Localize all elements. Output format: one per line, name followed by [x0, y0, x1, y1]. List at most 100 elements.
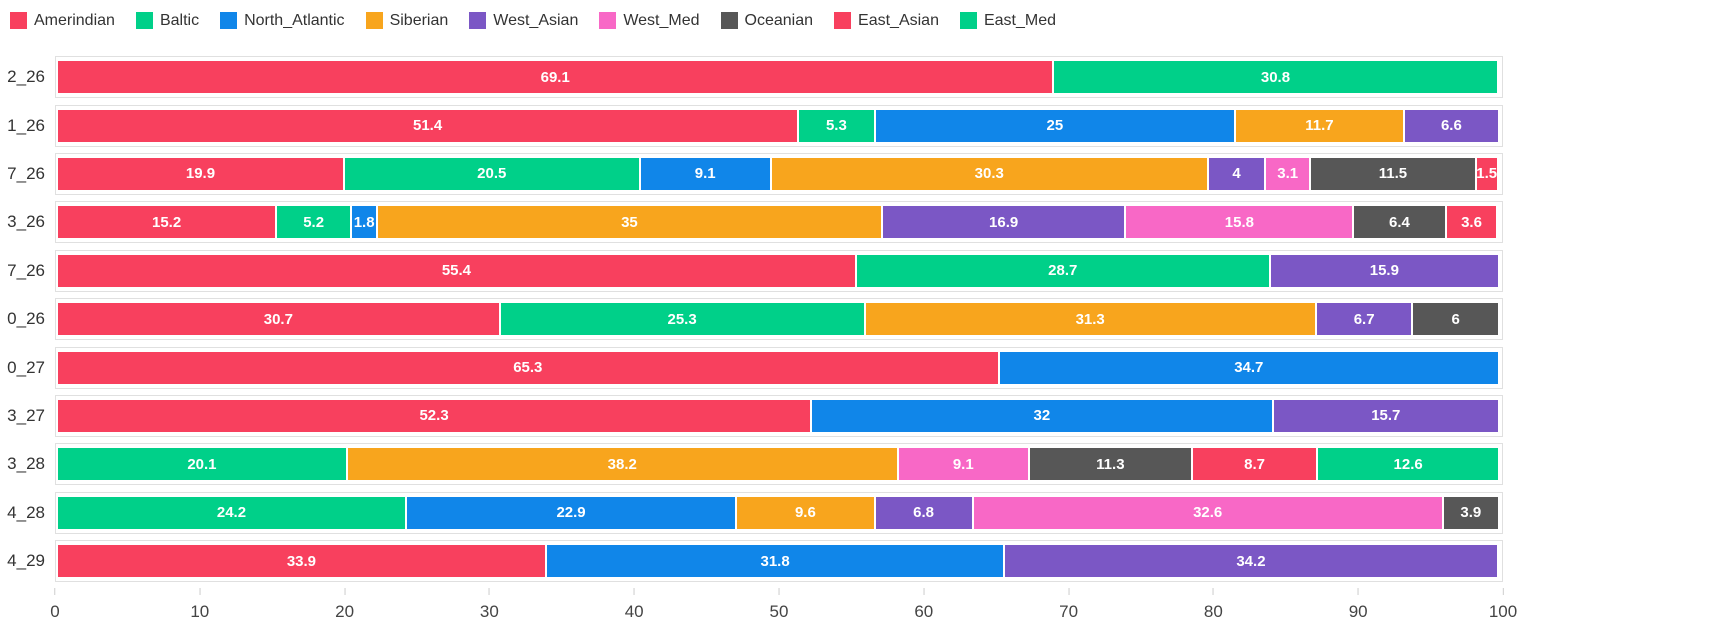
- bar-segment-east_asian[interactable]: 3.6: [1446, 206, 1499, 239]
- axis-tick-mark: [778, 588, 780, 595]
- bar-segment-east_med[interactable]: 12.6: [1318, 448, 1500, 481]
- legend-item-east_med[interactable]: East_Med: [959, 11, 1056, 30]
- bar-segment-siberian[interactable]: 30.3: [771, 157, 1209, 190]
- bar-segment-east_asian[interactable]: 8.7: [1192, 448, 1319, 481]
- segment-value: 9.1: [694, 165, 716, 183]
- legend-color-swatch-icon: [720, 12, 738, 29]
- bar-segment-baltic[interactable]: 5.3: [799, 109, 876, 142]
- legend-item-east_asian[interactable]: East_Asian: [834, 11, 939, 30]
- bar-segment-baltic[interactable]: 5.2: [277, 206, 353, 239]
- bar-segment-amerindian[interactable]: 15.2: [58, 206, 278, 239]
- legend-item-oceanian[interactable]: Oceanian: [720, 11, 813, 30]
- axis-tick-label: 70: [1059, 602, 1079, 621]
- bar-track: 65.3 34.7: [55, 346, 1503, 389]
- axis-tick-mark: [1502, 588, 1504, 595]
- bar-segment-west_med[interactable]: 3.1: [1266, 157, 1312, 190]
- bar-segment-north_atlantic[interactable]: 9.1: [640, 157, 772, 190]
- legend-item-west_med[interactable]: West_Med: [599, 11, 700, 30]
- legend-item-label: West_Asian: [493, 12, 579, 29]
- bar-segment-siberian[interactable]: 9.6: [737, 496, 876, 529]
- bar-segment-west_med[interactable]: 32.6: [973, 496, 1444, 529]
- row-label: 4_28: [7, 502, 45, 522]
- bar-segment-north_atlantic[interactable]: 1.8: [352, 206, 379, 239]
- segment-value: 24.2: [216, 504, 247, 522]
- legend-color-swatch-icon: [599, 12, 617, 29]
- bar-segment-north_atlantic[interactable]: 31.8: [546, 545, 1006, 578]
- axis-tick-label: 30: [479, 602, 499, 621]
- bar-segment-west_asian[interactable]: 15.7: [1273, 399, 1500, 432]
- bar-segment-siberian[interactable]: 35: [378, 206, 883, 239]
- bar-track: 30.7 25.3 31.3 6.7 6: [55, 298, 1503, 341]
- segment-value: 20.1: [187, 455, 217, 473]
- legend-item-amerindian[interactable]: Amerindian: [10, 11, 115, 30]
- legend-item-north_atlantic[interactable]: North_Atlantic: [220, 11, 345, 30]
- segment-value: 6: [1451, 310, 1460, 328]
- bar-segment-amerindian[interactable]: 52.3: [58, 399, 813, 432]
- segment-value: 8.7: [1244, 455, 1265, 473]
- bar-segment-north_atlantic[interactable]: 25: [875, 109, 1237, 142]
- bar-segment-west_med[interactable]: 9.1: [898, 448, 1030, 481]
- bar-segment-oceanian[interactable]: 6.4: [1354, 206, 1447, 239]
- bar-segment-west_asian[interactable]: 4: [1208, 157, 1267, 190]
- bar-segment-west_asian[interactable]: 34.2: [1005, 545, 1499, 578]
- bar-segment-amerindian[interactable]: 33.9: [58, 545, 547, 578]
- axis-tick: 30: [480, 588, 499, 622]
- bar-segment-amerindian[interactable]: 51.4: [58, 109, 800, 142]
- segment-value: 5.2: [303, 213, 325, 231]
- legend-item-label: Siberian: [389, 12, 449, 29]
- bar-segment-amerindian[interactable]: 30.7: [58, 303, 501, 336]
- bar-row: 65.3 34.7: [55, 343, 1503, 391]
- bar-segment-siberian[interactable]: 31.3: [865, 303, 1317, 336]
- segment-value: 11.3: [1096, 455, 1125, 473]
- bar-segment-baltic[interactable]: 24.2: [58, 496, 407, 529]
- bar-segment-baltic[interactable]: 25.3: [500, 303, 866, 336]
- legend-item-label: East_Asian: [858, 12, 939, 29]
- bar-segment-west_asian[interactable]: 15.9: [1270, 254, 1500, 287]
- legend-item-west_asian[interactable]: West_Asian: [469, 11, 578, 30]
- bar-segment-siberian[interactable]: 38.2: [347, 448, 899, 481]
- bar-segment-east_asian[interactable]: 1.5: [1476, 157, 1499, 190]
- bar-segment-west_asian[interactable]: 6.7: [1316, 303, 1414, 336]
- bar-segment-amerindian[interactable]: 55.4: [58, 254, 857, 287]
- axis-tick-label: 50: [769, 602, 789, 621]
- bar-segment-baltic[interactable]: 20.5: [344, 157, 641, 190]
- segment-value: 6.6: [1440, 117, 1462, 135]
- bar-segment-baltic[interactable]: 28.7: [856, 254, 1271, 287]
- legend-item-siberian[interactable]: Siberian: [365, 11, 449, 30]
- row-label: 0_27: [7, 357, 45, 377]
- bar-segment-oceanian[interactable]: 11.5: [1311, 157, 1477, 190]
- axis-tick-label: 90: [1348, 602, 1368, 621]
- segment-value: 25.3: [667, 310, 697, 328]
- bar-segment-oceanian[interactable]: 6: [1413, 303, 1500, 336]
- bar-segment-oceanian[interactable]: 11.3: [1029, 448, 1193, 481]
- bar-segment-amerindian[interactable]: 65.3: [58, 351, 1000, 384]
- bar-segment-baltic[interactable]: 20.1: [58, 448, 348, 481]
- plot-area: 69.1 30.8 51.4 5.3 25 11.7 6.6 19.9 20.5 9.1 30.3 4…: [55, 53, 1503, 585]
- bar-segment-north_atlantic[interactable]: 34.7: [999, 351, 1500, 384]
- bar-segment-north_atlantic[interactable]: 32: [812, 399, 1274, 432]
- bar-segment-amerindian[interactable]: 19.9: [58, 157, 345, 190]
- bar-segment-north_atlantic[interactable]: 22.9: [406, 496, 738, 529]
- legend-item-label: North_Atlantic: [244, 12, 345, 29]
- bar-segment-siberian[interactable]: 11.7: [1236, 109, 1405, 142]
- bar-segment-west_asian[interactable]: 16.9: [882, 206, 1127, 239]
- axis-tick: 0: [50, 588, 60, 622]
- segment-value: 3.9: [1460, 504, 1482, 522]
- legend-item-baltic[interactable]: Baltic: [135, 11, 199, 30]
- bar-row: 69.1 30.8: [55, 53, 1503, 101]
- segment-value: 6.7: [1353, 310, 1375, 328]
- bar-segment-baltic[interactable]: 30.8: [1054, 61, 1499, 94]
- bar-segment-west_asian[interactable]: 6.6: [1404, 109, 1500, 142]
- segment-value: 38.2: [607, 455, 637, 473]
- row-label: 4_29: [7, 551, 45, 571]
- axis-tick-label: 10: [190, 602, 210, 621]
- bar-row: 20.1 38.2 9.1 11.3 8.7 12.6: [55, 440, 1503, 488]
- bar-segment-amerindian[interactable]: 69.1: [58, 61, 1055, 94]
- axis-tick: 20: [335, 588, 354, 622]
- bar-segment-west_med[interactable]: 15.8: [1126, 206, 1355, 239]
- bar-row: 55.4 28.7 15.9: [55, 247, 1503, 295]
- segment-value: 35: [621, 213, 638, 231]
- bar-segment-oceanian[interactable]: 3.9: [1443, 496, 1500, 529]
- segment-value: 9.1: [952, 455, 974, 473]
- bar-segment-west_asian[interactable]: 6.8: [875, 496, 974, 529]
